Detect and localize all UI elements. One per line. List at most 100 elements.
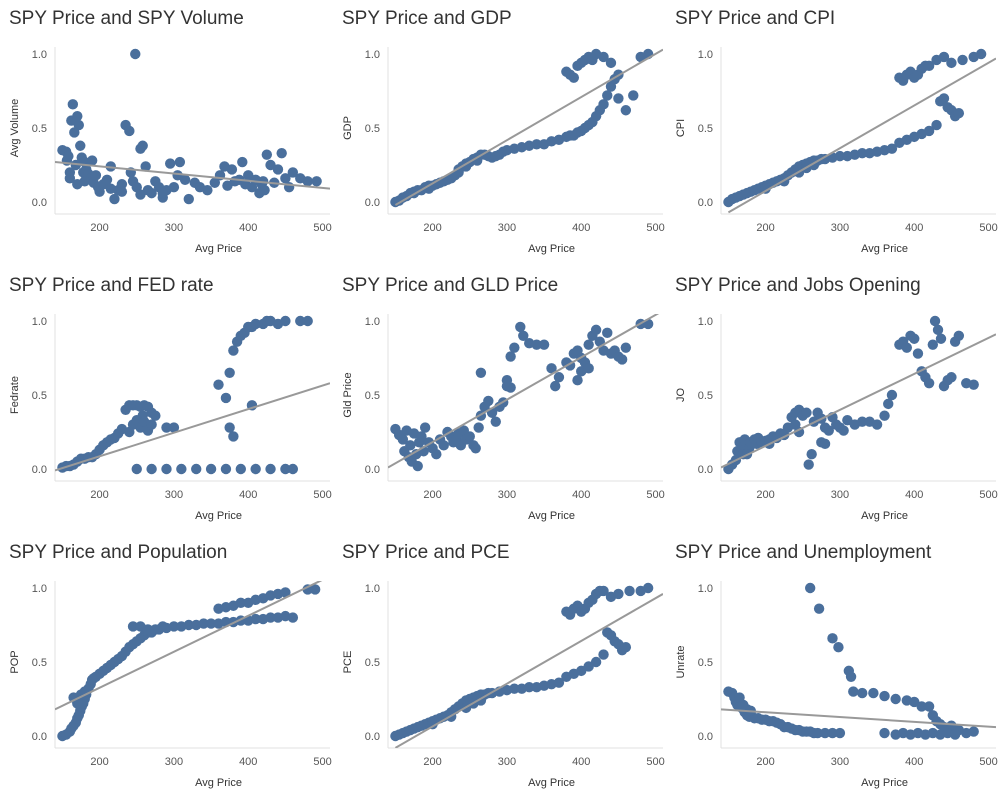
data-point [916, 701, 927, 712]
x-tick-label: 400 [572, 756, 590, 768]
panel-cpi: SPY Price and CPI 200 300 400 500 0.0 0.5 1.0 A… [666, 0, 999, 267]
data-point [883, 398, 894, 410]
data-point [515, 321, 526, 333]
data-point [827, 633, 838, 644]
data-point [73, 119, 84, 131]
data-point [760, 183, 771, 194]
y-tick-label: 0.5 [32, 657, 47, 669]
data-point [205, 618, 217, 629]
data-point [75, 140, 86, 151]
data-point [79, 176, 90, 187]
data-point [250, 318, 261, 330]
data-point [801, 407, 812, 418]
data-point [518, 330, 529, 341]
data-point [602, 90, 613, 101]
data-point [813, 603, 825, 614]
data-point [616, 354, 628, 365]
data-point [311, 176, 322, 187]
data-point [949, 729, 961, 740]
x-tick-label: 200 [756, 489, 774, 501]
trend-line [55, 161, 330, 190]
data-point [250, 463, 261, 475]
data-point [140, 161, 151, 172]
data-point [827, 727, 838, 739]
trend-line [727, 57, 996, 214]
data-point [538, 339, 550, 350]
data-point [473, 422, 484, 433]
y-tick-label: 0.5 [32, 123, 47, 135]
data-point [174, 156, 186, 168]
x-tick-label: 500 [979, 489, 997, 501]
y-tick-label: 0.5 [365, 390, 380, 402]
data-point [848, 686, 859, 697]
x-tick-label: 200 [423, 222, 441, 234]
y-axis-label: PCE [342, 651, 354, 674]
panel-title: SPY Price and SPY Volume [9, 8, 244, 29]
data-point [416, 431, 427, 442]
data-point [857, 687, 868, 699]
data-point [412, 460, 423, 472]
data-point [302, 584, 313, 595]
y-tick-label: 1.0 [32, 583, 47, 595]
y-tick-label: 1.0 [365, 583, 380, 595]
data-point [146, 463, 157, 475]
x-tick-label: 200 [756, 756, 774, 768]
data-point [935, 333, 947, 344]
data-point [67, 99, 79, 110]
data-point [86, 155, 98, 166]
data-point [157, 187, 168, 199]
panel-pce: SPY Price and PCE 200 300 400 500 0.0 0.5 1.0 A… [333, 534, 666, 801]
data-point [804, 582, 816, 594]
data-point [116, 179, 128, 190]
trend-line [55, 382, 330, 472]
x-tick-label: 300 [498, 756, 516, 768]
data-point [957, 54, 968, 66]
data-point [886, 389, 898, 401]
data-point [968, 379, 979, 390]
x-axis-label: Avg Price [195, 510, 242, 522]
data-point [598, 585, 609, 597]
data-point [220, 463, 232, 475]
data-point [583, 363, 594, 374]
data-point [228, 431, 239, 442]
x-axis-label: Avg Price [528, 243, 575, 255]
panel-title: SPY Price and PCE [342, 542, 510, 563]
data-point [938, 93, 950, 104]
data-point [265, 463, 276, 475]
data-point [879, 410, 890, 421]
data-point [834, 150, 846, 162]
data-point [953, 330, 965, 341]
data-point [287, 463, 299, 475]
data-point [628, 90, 639, 101]
x-tick-label: 300 [831, 756, 849, 768]
y-tick-label: 0.0 [32, 731, 47, 743]
data-point [130, 48, 141, 60]
data-point [276, 147, 287, 159]
data-point [553, 677, 565, 688]
data-point [295, 315, 306, 327]
x-tick-label: 300 [165, 222, 183, 234]
data-point [505, 351, 516, 362]
x-tick-label: 300 [165, 756, 183, 768]
data-point [590, 324, 602, 336]
data-point [929, 315, 941, 327]
data-point [613, 93, 624, 104]
y-axis-label: JO [675, 388, 687, 403]
x-tick-label: 200 [90, 756, 108, 768]
trend-line [388, 314, 660, 469]
x-axis-label: Avg Price [195, 243, 242, 255]
data-point [176, 463, 187, 475]
scatter-plot: 200 300 400 500 0.0 0.5 1.0 Avg Price PCE [342, 581, 665, 789]
data-point [620, 105, 632, 116]
y-tick-label: 0.0 [32, 197, 47, 209]
y-tick-label: 0.0 [698, 731, 713, 743]
data-point [620, 342, 632, 353]
data-point [509, 342, 520, 353]
scatter-plot: 200 300 400 500 0.0 0.5 1.0 Avg Price Gld Price [342, 314, 665, 522]
panel-unemployment: SPY Price and Unemployment 200 300 400 500 0… [666, 534, 999, 801]
y-axis-label: Fedrate [9, 376, 21, 414]
x-tick-label: 300 [831, 489, 849, 501]
data-point [470, 443, 481, 454]
x-tick-label: 200 [756, 222, 774, 234]
x-tick-label: 300 [165, 489, 183, 501]
